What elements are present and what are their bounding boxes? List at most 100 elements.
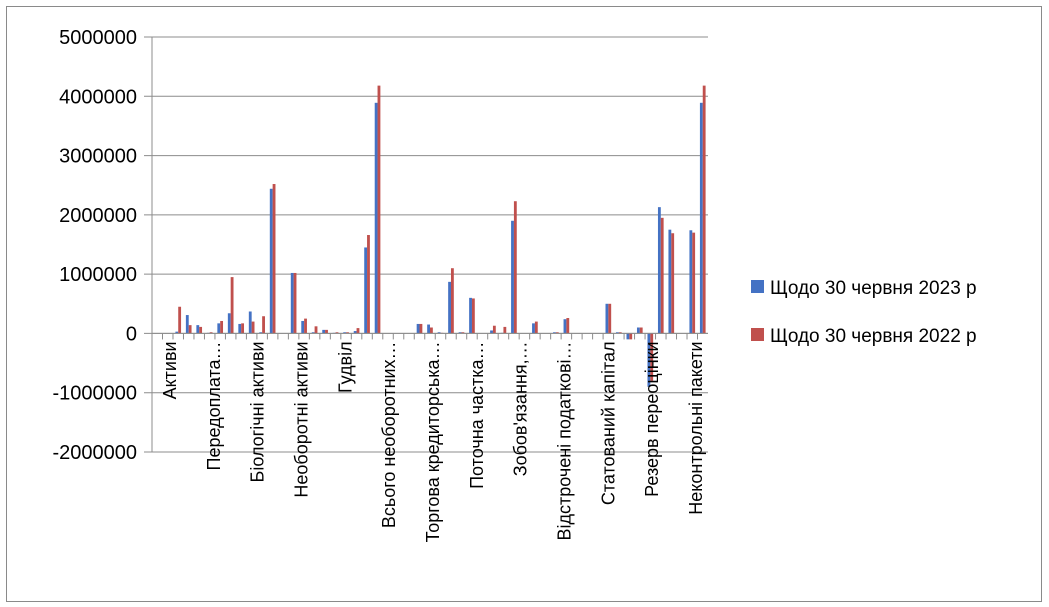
- bar-series-2023: [458, 332, 462, 334]
- bar-series-2022: [293, 272, 297, 334]
- legend-swatch-series-2022: [751, 328, 764, 341]
- bar-series-2022: [503, 326, 507, 334]
- bar-series-2022: [304, 318, 307, 334]
- bar-series-2023: [343, 332, 347, 334]
- chart-frame: [6, 6, 1042, 602]
- y-tick-label: 0: [126, 323, 137, 345]
- bar-series-2023: [563, 319, 567, 334]
- y-tick-label: 5000000: [59, 27, 137, 49]
- legend: Щодо 30 червня 2023 р Щодо 30 червня 202…: [751, 278, 977, 347]
- bar-series-2022: [367, 235, 370, 334]
- x-category-label: Гудвіл: [335, 341, 355, 393]
- x-category-label: Резерв переоцінки: [642, 341, 662, 496]
- bar-series-2022: [513, 201, 517, 334]
- bar-series-2022: [471, 298, 475, 334]
- bar-series-2023: [217, 323, 221, 334]
- bars: [175, 85, 706, 387]
- bar-series-2023: [311, 332, 315, 334]
- bar-series-2023: [196, 325, 200, 334]
- x-category-label: Поточна частка…: [467, 341, 487, 488]
- x-category-label: Зобов'язання,…: [511, 341, 531, 476]
- legend-swatch-series-2023: [751, 280, 764, 293]
- x-category-label: Торгова кредиторська…: [423, 341, 443, 542]
- bar-series-2023: [553, 332, 556, 334]
- bar-series-2022: [450, 268, 454, 334]
- bar-series-2022: [356, 328, 360, 334]
- bar-series-2023: [175, 331, 179, 334]
- bar-series-2022: [650, 333, 654, 381]
- x-category-label: Неконтрольні пакети: [686, 341, 706, 514]
- bar-series-2023: [301, 320, 305, 334]
- bar-series-2022: [639, 327, 643, 334]
- bar-series-2022: [419, 323, 423, 334]
- y-tick-labels: 5000000 4000000 3000000 2000000 1000000 0 -100…: [52, 27, 137, 464]
- bar-series-2023: [469, 297, 472, 334]
- bar-series-2023: [238, 323, 242, 334]
- bar-series-2022: [492, 325, 496, 334]
- x-category-label: Всього необоротних…: [379, 341, 399, 528]
- bar-series-2023: [626, 333, 630, 340]
- bar-series-2023: [699, 102, 703, 334]
- bar-series-2023: [427, 324, 430, 334]
- x-category-label: Відстрочені податкові…: [555, 341, 575, 540]
- bar-series-2023: [290, 272, 294, 334]
- bar-series-2023: [605, 303, 609, 334]
- bar-series-2022: [702, 85, 706, 334]
- bar-series-2022: [325, 329, 328, 334]
- bar-series-2022: [692, 232, 696, 334]
- x-category-label: Активи: [160, 341, 180, 399]
- axes: [151, 37, 708, 452]
- x-category-labels: Активи Передоплата… Біологічні активи Необо…: [160, 341, 706, 542]
- bar-series-2022: [555, 332, 559, 334]
- bar-series-2023: [322, 329, 326, 334]
- bar-series-2022: [178, 306, 182, 334]
- bar-series-2023: [227, 313, 231, 334]
- bar-series-2023: [647, 333, 651, 387]
- bar-series-2022: [377, 85, 381, 334]
- bar-series-2022: [346, 332, 349, 334]
- bar-series-2022: [220, 320, 224, 334]
- y-tick-label: -2000000: [52, 442, 137, 464]
- y-tick-label: 3000000: [59, 146, 137, 168]
- bar-series-2023: [689, 230, 693, 334]
- bar-series-2023: [437, 332, 441, 334]
- bar-series-2022: [671, 233, 675, 334]
- bar-series-2022: [335, 332, 339, 334]
- legend-label-series-2022: Щодо 30 червня 2022 р: [770, 326, 977, 347]
- bar-series-2022: [430, 327, 433, 334]
- bar-series-2022: [660, 217, 664, 334]
- y-tick-label: -1000000: [52, 383, 137, 405]
- bar-series-2022: [461, 332, 465, 334]
- y-tick-label: 4000000: [59, 86, 137, 108]
- legend-label-series-2023: Щодо 30 червня 2023 р: [770, 278, 977, 299]
- bar-series-2022: [199, 326, 203, 334]
- bar-series-2023: [668, 229, 672, 334]
- bar-series-2023: [248, 311, 252, 334]
- bar-series-2023: [615, 332, 619, 334]
- x-category-label: Передоплата…: [204, 341, 224, 470]
- bar-series-2022: [251, 321, 255, 334]
- bar-series-2022: [629, 333, 633, 340]
- y-tick-label: 1000000: [59, 264, 137, 286]
- bar-series-2023: [269, 188, 273, 334]
- bar-series-2023: [657, 207, 661, 334]
- bar-series-2023: [185, 315, 189, 334]
- bar-series-2022: [188, 325, 192, 334]
- bar-series-2022: [314, 326, 318, 334]
- bar-series-2023: [416, 323, 420, 334]
- bar-series-2023: [259, 332, 263, 334]
- bar-series-2022: [262, 316, 265, 334]
- bar-series-2023: [532, 323, 535, 334]
- bar-series-2023: [636, 327, 640, 334]
- bar-series-2022: [209, 332, 213, 334]
- bar-series-2022: [230, 277, 234, 334]
- bar-series-2023: [364, 247, 368, 334]
- bar-series-2022: [241, 323, 245, 334]
- bar-series-2022: [618, 332, 622, 334]
- bar-series-2023: [448, 281, 451, 334]
- bar-series-2022: [534, 321, 538, 334]
- bar-series-2023: [353, 331, 357, 334]
- bar-series-2022: [272, 184, 276, 334]
- bar-series-2023: [374, 102, 378, 334]
